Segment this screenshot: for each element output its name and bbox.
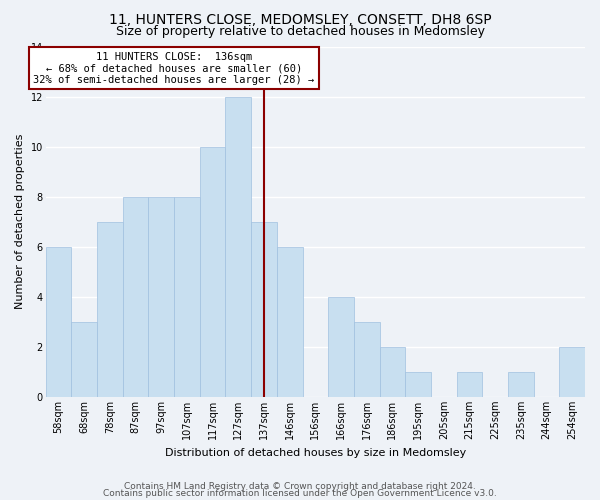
Bar	[559, 347, 585, 397]
X-axis label: Distribution of detached houses by size in Medomsley: Distribution of detached houses by size …	[165, 448, 466, 458]
Bar	[457, 372, 482, 397]
Bar	[251, 222, 277, 397]
Bar	[328, 297, 354, 397]
Bar	[71, 322, 97, 397]
Bar	[97, 222, 123, 397]
Text: Size of property relative to detached houses in Medomsley: Size of property relative to detached ho…	[115, 25, 485, 38]
Bar	[148, 196, 174, 397]
Text: Contains public sector information licensed under the Open Government Licence v3: Contains public sector information licen…	[103, 489, 497, 498]
Bar	[123, 196, 148, 397]
Text: 11, HUNTERS CLOSE, MEDOMSLEY, CONSETT, DH8 6SP: 11, HUNTERS CLOSE, MEDOMSLEY, CONSETT, D…	[109, 12, 491, 26]
Bar	[354, 322, 380, 397]
Y-axis label: Number of detached properties: Number of detached properties	[15, 134, 25, 310]
Bar	[508, 372, 533, 397]
Bar	[174, 196, 200, 397]
Bar	[380, 347, 405, 397]
Text: Contains HM Land Registry data © Crown copyright and database right 2024.: Contains HM Land Registry data © Crown c…	[124, 482, 476, 491]
Bar	[226, 96, 251, 397]
Text: 11 HUNTERS CLOSE:  136sqm
← 68% of detached houses are smaller (60)
32% of semi-: 11 HUNTERS CLOSE: 136sqm ← 68% of detach…	[34, 52, 315, 84]
Bar	[46, 246, 71, 397]
Bar	[405, 372, 431, 397]
Bar	[200, 146, 226, 397]
Bar	[277, 246, 302, 397]
